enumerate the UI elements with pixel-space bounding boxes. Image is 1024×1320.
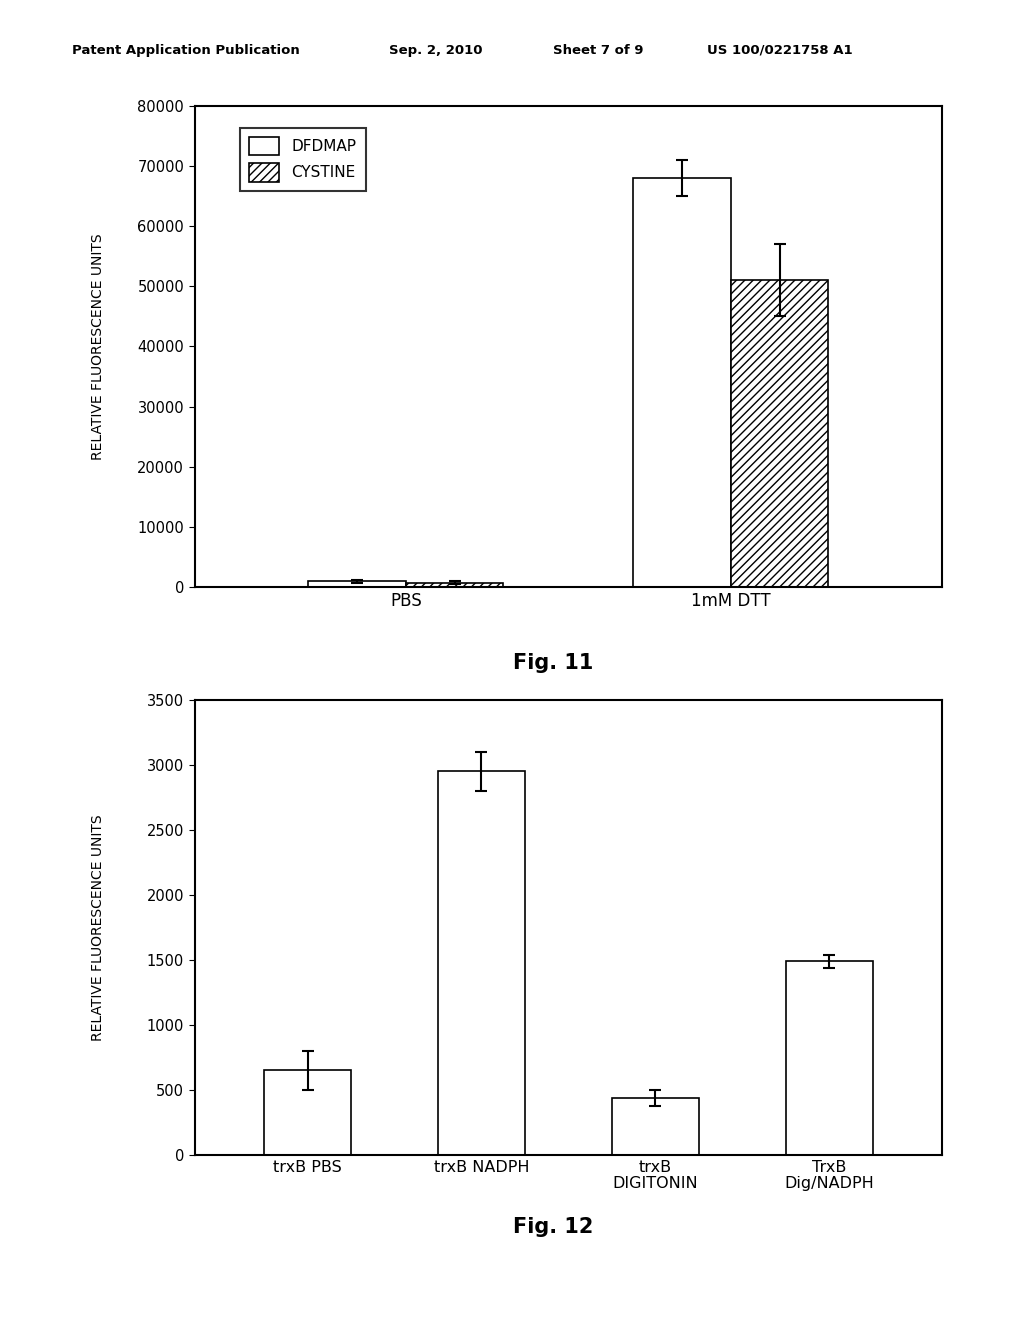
Bar	[785, 961, 872, 1155]
Bar	[264, 1071, 351, 1155]
Text: Fig. 12: Fig. 12	[513, 1217, 593, 1237]
Y-axis label: RELATIVE FLUORESCENCE UNITS: RELATIVE FLUORESCENCE UNITS	[91, 234, 104, 459]
Bar	[308, 581, 406, 587]
Bar	[731, 280, 828, 587]
Text: Fig. 11: Fig. 11	[513, 653, 593, 673]
Bar	[633, 178, 731, 587]
Bar	[406, 582, 504, 587]
Text: Sheet 7 of 9: Sheet 7 of 9	[553, 44, 643, 57]
Bar	[611, 1098, 698, 1155]
Text: Patent Application Publication: Patent Application Publication	[72, 44, 299, 57]
Legend: DFDMAP, CYSTINE: DFDMAP, CYSTINE	[240, 128, 366, 191]
Text: Sep. 2, 2010: Sep. 2, 2010	[389, 44, 482, 57]
Y-axis label: RELATIVE FLUORESCENCE UNITS: RELATIVE FLUORESCENCE UNITS	[91, 814, 104, 1040]
Text: US 100/0221758 A1: US 100/0221758 A1	[707, 44, 852, 57]
Bar	[438, 771, 525, 1155]
